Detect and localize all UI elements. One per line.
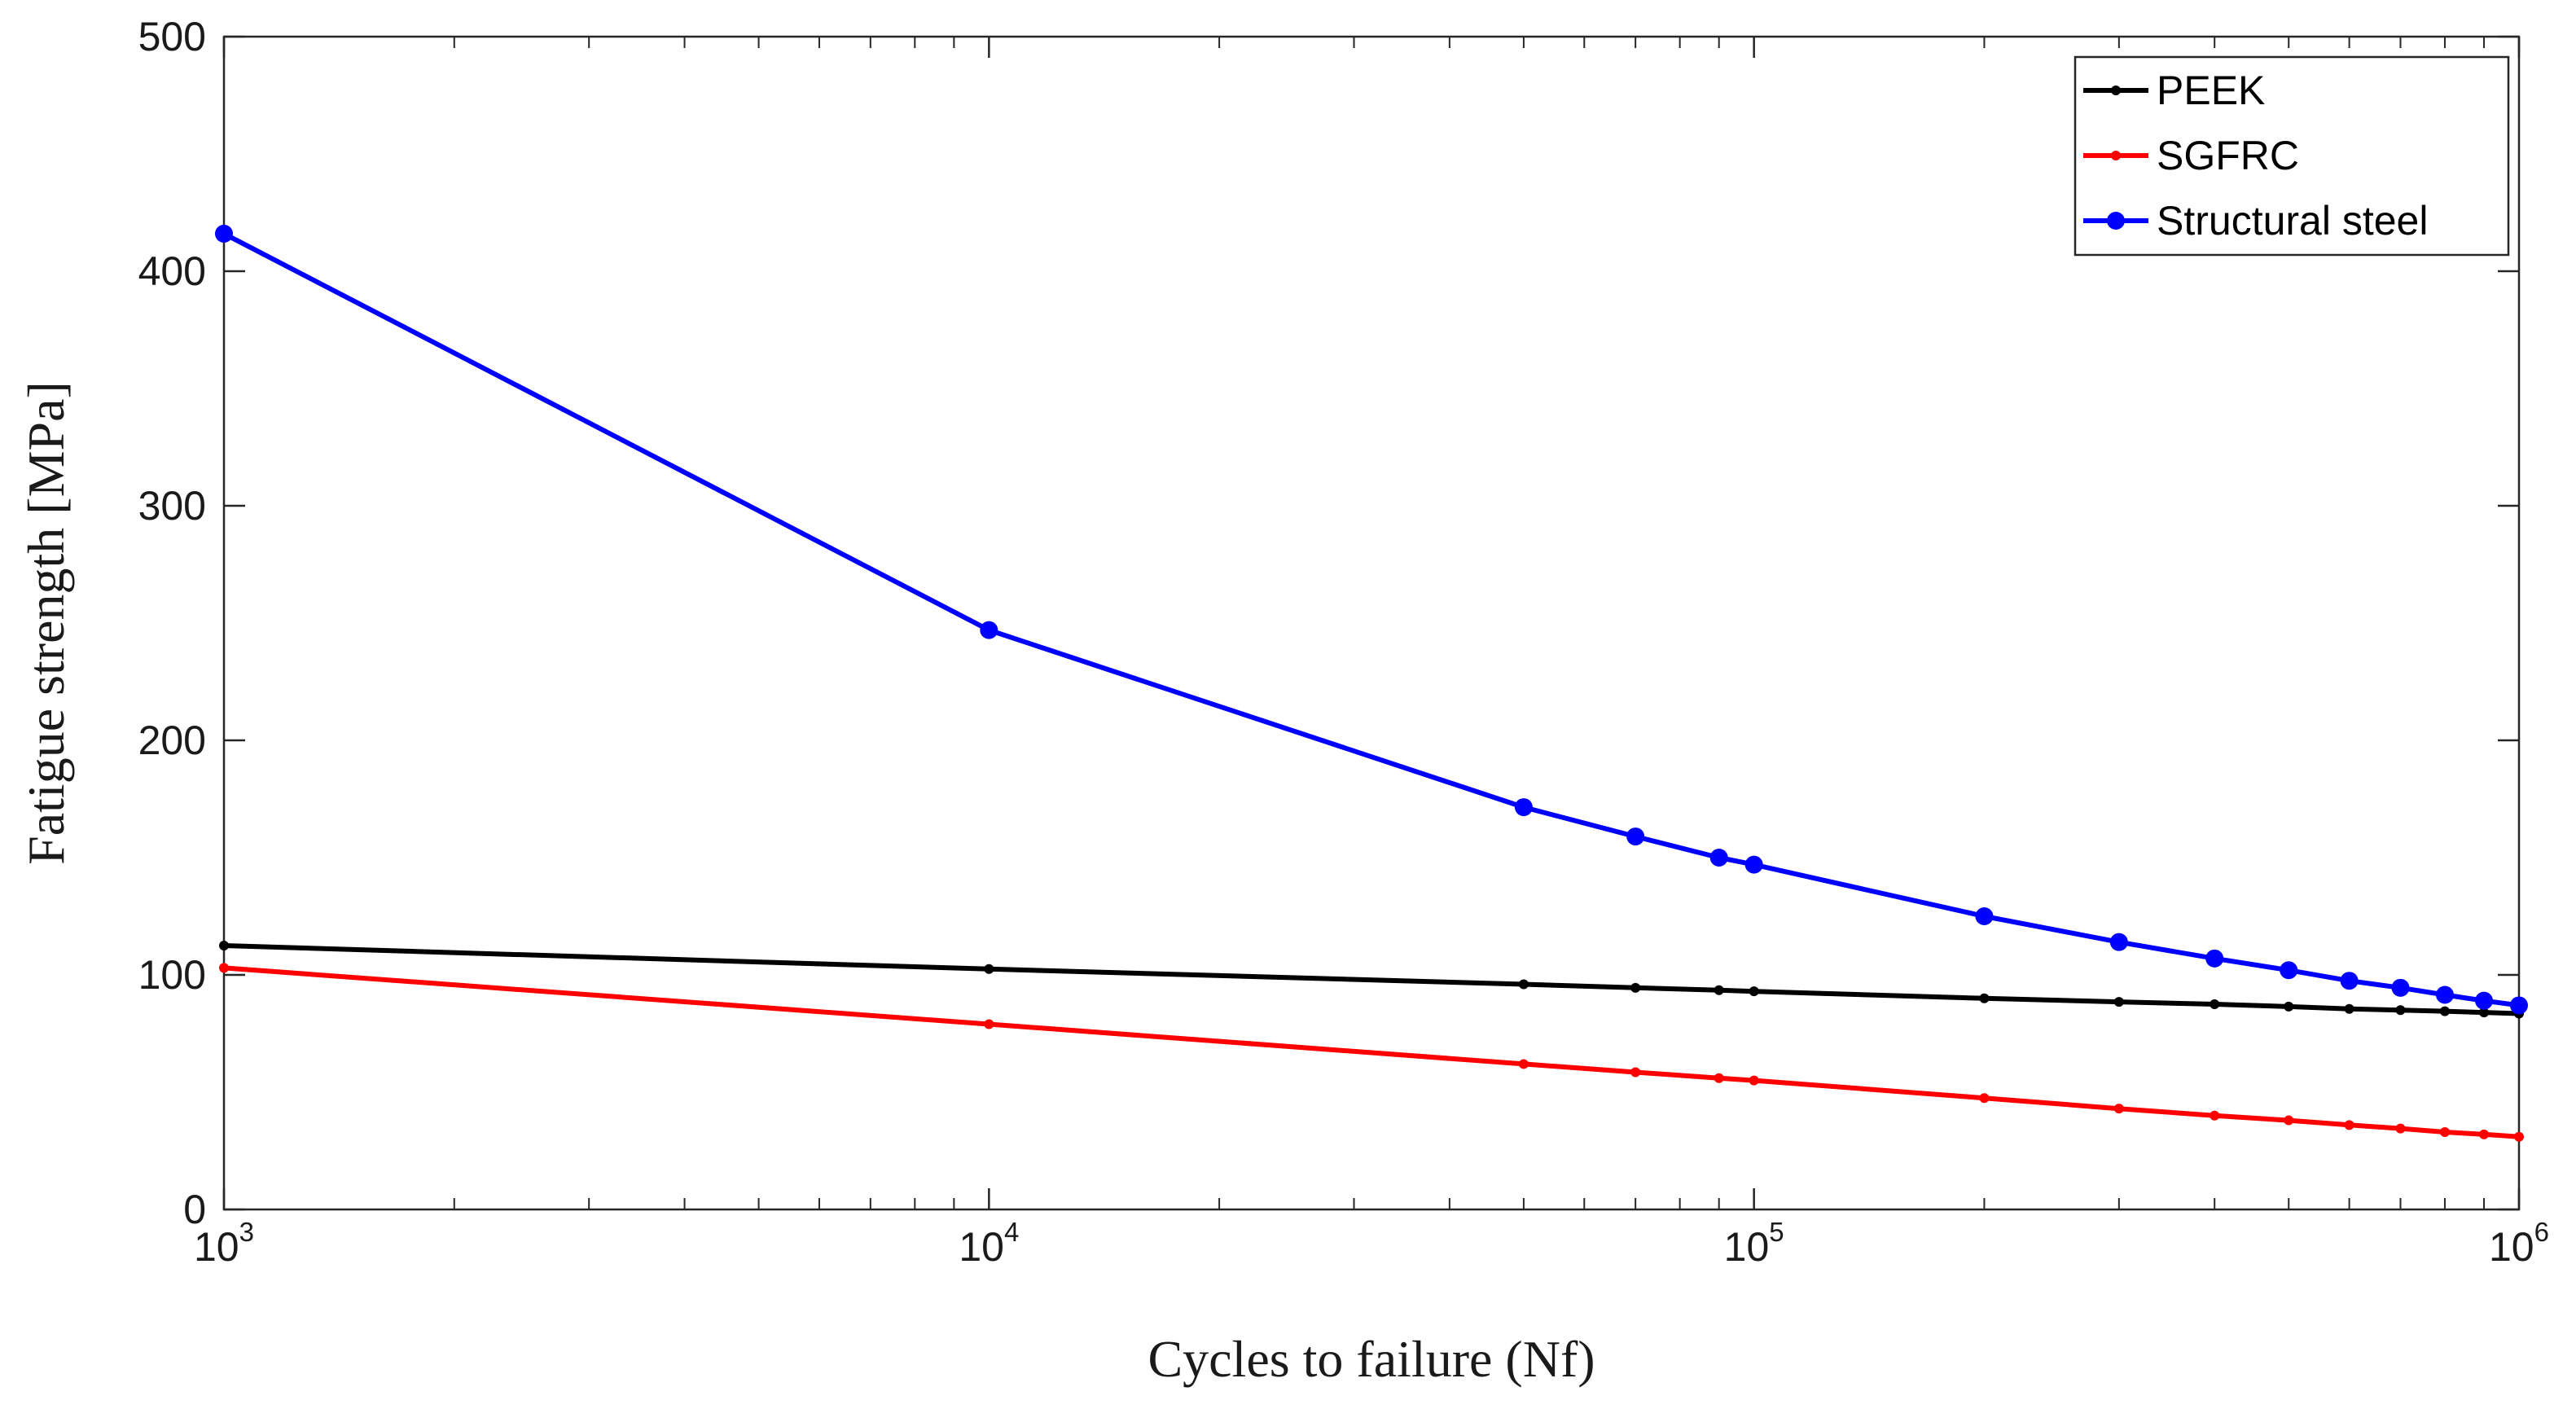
data-point-peek [2439,1006,2450,1016]
data-point-peek [2284,1001,2294,1012]
data-point-sgfrc [2395,1123,2406,1134]
x-axis-title: Cycles to failure (Nf) [1148,1330,1595,1388]
data-point-peek [1518,979,1529,990]
data-point-sgfrc [2210,1110,2220,1121]
data-point-sgfrc [1518,1059,1529,1069]
data-point-structural-steel [2510,996,2528,1015]
x-tick-label: 105 [1724,1217,1784,1270]
data-point-sgfrc [2479,1129,2490,1139]
data-point-peek [1630,982,1641,993]
legend-items: PEEK SGFRC Structural steel [2083,68,2428,244]
data-point-peek [2395,1005,2406,1016]
legend-marker [2111,86,2121,95]
data-point-structural-steel [2475,991,2494,1010]
data-point-structural-steel [980,621,998,639]
data-point-sgfrc [1979,1093,1990,1104]
y-tick-label: 200 [138,718,206,763]
data-point-structural-steel [215,224,233,243]
data-point-sgfrc [984,1019,994,1029]
data-point-sgfrc [1630,1067,1641,1078]
data-point-structural-steel [1709,849,1728,867]
data-point-structural-steel [2109,933,2128,951]
legend-label: PEEK [2157,68,2265,113]
data-point-peek [2113,997,2124,1007]
x-tick-exponent: 5 [1769,1217,1784,1247]
data-point-structural-steel [2205,949,2224,968]
data-point-peek [1979,993,1990,1003]
x-tick-base: 10 [1724,1224,1770,1270]
x-tick-label: 104 [959,1217,1019,1270]
y-axis-title: Fatigue strength [MPa] [17,381,75,865]
data-point-structural-steel [2391,978,2410,997]
data-point-sgfrc [2439,1126,2450,1137]
data-point-peek [1714,985,1724,995]
data-point-peek [2344,1003,2354,1014]
data-point-sgfrc [2344,1120,2354,1130]
x-axis-ticks: 103 104 105 106 [194,37,2549,1270]
data-point-structural-steel [1975,907,1994,925]
legend-marker [2107,212,2125,230]
y-tick-label: 400 [138,248,206,294]
legend: PEEK SGFRC Structural steel [2074,55,2510,257]
y-axis-ticks: 0 100 200 300 400 500 [138,14,2519,1232]
x-tick-base: 10 [959,1224,1004,1270]
data-point-peek [2210,999,2220,1009]
data-point-structural-steel [2280,961,2298,980]
data-point-sgfrc [1749,1075,1759,1086]
x-tick-exponent: 4 [1004,1217,1019,1247]
data-point-structural-steel [1626,827,1645,846]
x-tick-base: 10 [194,1224,239,1270]
x-tick-base: 10 [2489,1224,2534,1270]
x-tick-exponent: 6 [2534,1217,2549,1247]
x-tick-exponent: 3 [239,1217,254,1247]
x-tick-label: 103 [194,1217,254,1270]
data-point-sgfrc [2284,1115,2294,1126]
y-tick-label: 100 [138,952,206,998]
legend-label: SGFRC [2157,133,2299,178]
data-point-peek [2479,1007,2490,1018]
data-point-structural-steel [1744,855,1763,874]
y-tick-label: 500 [138,14,206,59]
data-point-structural-steel [1514,798,1533,817]
x-tick-label: 106 [2489,1217,2549,1270]
data-point-sgfrc [2113,1104,2124,1114]
data-point-peek [984,963,994,974]
series-layer [215,224,2528,1142]
legend-marker [2111,151,2121,160]
data-point-peek [1749,986,1759,997]
data-point-structural-steel [2340,972,2359,990]
y-tick-label: 0 [183,1187,206,1232]
data-point-sgfrc [1714,1073,1724,1083]
y-tick-label: 300 [138,483,206,529]
data-point-sgfrc [219,963,229,973]
data-point-structural-steel [2435,985,2454,1004]
data-point-peek [219,941,229,950]
data-point-sgfrc [2514,1131,2524,1142]
legend-label: Structural steel [2157,198,2428,244]
